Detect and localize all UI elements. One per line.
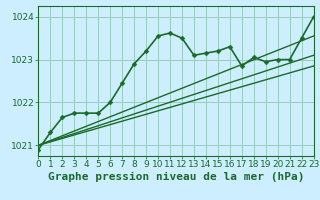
X-axis label: Graphe pression niveau de la mer (hPa): Graphe pression niveau de la mer (hPa) [48, 172, 304, 182]
